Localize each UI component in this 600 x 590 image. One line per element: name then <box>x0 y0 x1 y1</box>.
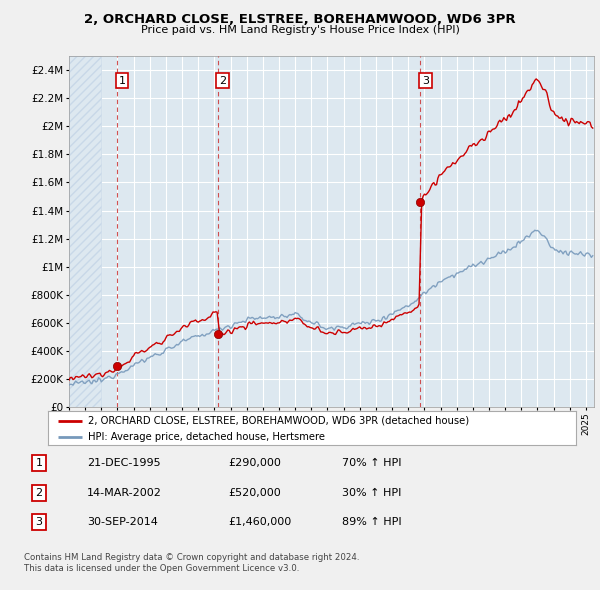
Text: 30-SEP-2014: 30-SEP-2014 <box>87 517 158 527</box>
Text: £290,000: £290,000 <box>228 458 281 468</box>
Text: 14-MAR-2002: 14-MAR-2002 <box>87 488 162 497</box>
Text: 2: 2 <box>35 488 43 497</box>
Text: 2, ORCHARD CLOSE, ELSTREE, BOREHAMWOOD, WD6 3PR: 2, ORCHARD CLOSE, ELSTREE, BOREHAMWOOD, … <box>84 13 516 26</box>
Text: £520,000: £520,000 <box>228 488 281 497</box>
Text: 70% ↑ HPI: 70% ↑ HPI <box>342 458 401 468</box>
Text: 89% ↑ HPI: 89% ↑ HPI <box>342 517 401 527</box>
Text: 3: 3 <box>422 76 429 86</box>
Text: 3: 3 <box>35 517 43 527</box>
Text: Price paid vs. HM Land Registry's House Price Index (HPI): Price paid vs. HM Land Registry's House … <box>140 25 460 35</box>
Text: 1: 1 <box>119 76 125 86</box>
Text: 1: 1 <box>35 458 43 468</box>
Bar <box>69 56 101 407</box>
Text: 2: 2 <box>219 76 226 86</box>
Text: 21-DEC-1995: 21-DEC-1995 <box>87 458 161 468</box>
Text: £1,460,000: £1,460,000 <box>228 517 291 527</box>
Text: 30% ↑ HPI: 30% ↑ HPI <box>342 488 401 497</box>
Text: HPI: Average price, detached house, Hertsmere: HPI: Average price, detached house, Hert… <box>88 432 325 442</box>
Text: 2, ORCHARD CLOSE, ELSTREE, BOREHAMWOOD, WD6 3PR (detached house): 2, ORCHARD CLOSE, ELSTREE, BOREHAMWOOD, … <box>88 416 469 426</box>
Text: Contains HM Land Registry data © Crown copyright and database right 2024.
This d: Contains HM Land Registry data © Crown c… <box>24 553 359 573</box>
